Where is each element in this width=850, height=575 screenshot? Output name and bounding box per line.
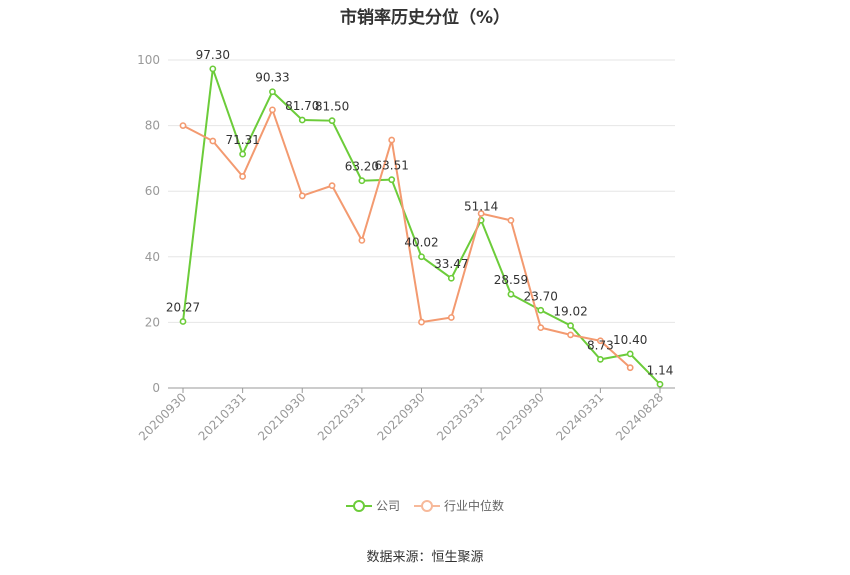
data-label: 10.40: [613, 333, 647, 347]
x-tick-label: 20230331: [434, 390, 487, 443]
data-point: [179, 122, 187, 129]
data-point: [447, 274, 455, 282]
data-point: [328, 182, 336, 190]
y-tick-label: 0: [152, 381, 160, 395]
data-point: [537, 324, 545, 332]
legend-item-company[interactable]: 公司: [345, 497, 400, 514]
data-point: [358, 236, 366, 244]
legend-swatch-industry-median: [414, 499, 440, 513]
legend: 公司 行业中位数: [0, 497, 850, 514]
y-tick-label: 40: [145, 250, 160, 264]
data-label: 1.14: [647, 363, 674, 377]
data-point: [596, 355, 604, 363]
data-source: 数据来源：恒生聚源: [366, 550, 484, 565]
legend-label-company: 公司: [375, 499, 400, 513]
x-tick-label: 20220930: [375, 390, 428, 443]
legend-label-industry-median: 行业中位数: [444, 499, 505, 513]
x-tick-label: 20220331: [315, 390, 368, 443]
data-point: [269, 88, 276, 96]
data-point: [507, 216, 515, 224]
data-point: [626, 364, 634, 372]
y-tick-label: 80: [145, 119, 160, 133]
data-label: 51.14: [464, 199, 498, 213]
data-label: 97.30: [196, 48, 230, 62]
y-tick-label: 60: [145, 184, 160, 198]
x-tick-label: 20240828: [613, 390, 666, 443]
x-tick-label: 20210331: [196, 390, 249, 443]
data-point: [298, 116, 306, 124]
data-point: [418, 253, 425, 261]
data-label: 40.02: [404, 236, 438, 250]
data-label: 81.50: [315, 100, 349, 114]
data-point: [328, 117, 336, 125]
data-point: [388, 136, 396, 144]
series-line-1: [182, 107, 631, 369]
data-label: 81.70: [285, 99, 319, 113]
legend-item-industry-median[interactable]: 行业中位数: [414, 497, 504, 514]
data-label: 28.59: [494, 273, 528, 287]
data-point: [507, 290, 515, 298]
legend-swatch-company: [345, 499, 372, 513]
data-point: [298, 192, 306, 200]
data-label: 63.51: [375, 159, 409, 173]
chart-title: 市销率历史分位（%）: [339, 8, 511, 28]
data-label: 8.73: [587, 338, 614, 352]
data-point: [537, 306, 545, 314]
data-point: [656, 380, 664, 388]
data-label: 33.47: [434, 257, 468, 271]
y-axis: 0 20 40 60 80 100: [137, 53, 160, 395]
data-point: [418, 318, 425, 326]
x-tick-label: 20240331: [553, 390, 606, 443]
data-point: [269, 106, 276, 114]
y-tick-label: 20: [145, 315, 160, 329]
data-point: [239, 173, 247, 180]
grid-lines: [168, 59, 675, 323]
data-label: 20.27: [166, 301, 200, 315]
data-point: [388, 176, 396, 184]
x-tick-label: 20230930: [494, 390, 547, 443]
x-axis: 20200930 20210331 20210930 20220331 20220930…: [136, 387, 675, 443]
data-point: [209, 65, 217, 73]
data-point: [447, 314, 455, 321]
data-point: [596, 337, 604, 345]
series-line-0: [182, 68, 661, 385]
data-label: 19.02: [553, 305, 587, 319]
data-label: 90.33: [255, 71, 289, 85]
data-label: 23.70: [524, 289, 558, 303]
x-tick-label: 20210930: [255, 390, 308, 443]
data-point: [626, 350, 634, 358]
y-tick-label: 100: [137, 53, 160, 67]
data-label: 63.20: [345, 160, 379, 174]
data-point: [567, 331, 574, 339]
x-tick-label: 20200930: [136, 390, 189, 443]
data-point: [358, 177, 366, 185]
data-point: [477, 210, 485, 217]
data-point: [239, 150, 247, 158]
data-point: [209, 137, 217, 145]
data-point: [567, 322, 574, 330]
data-label: 71.31: [225, 133, 259, 147]
series-layer: [179, 65, 664, 388]
data-point: [179, 318, 187, 325]
